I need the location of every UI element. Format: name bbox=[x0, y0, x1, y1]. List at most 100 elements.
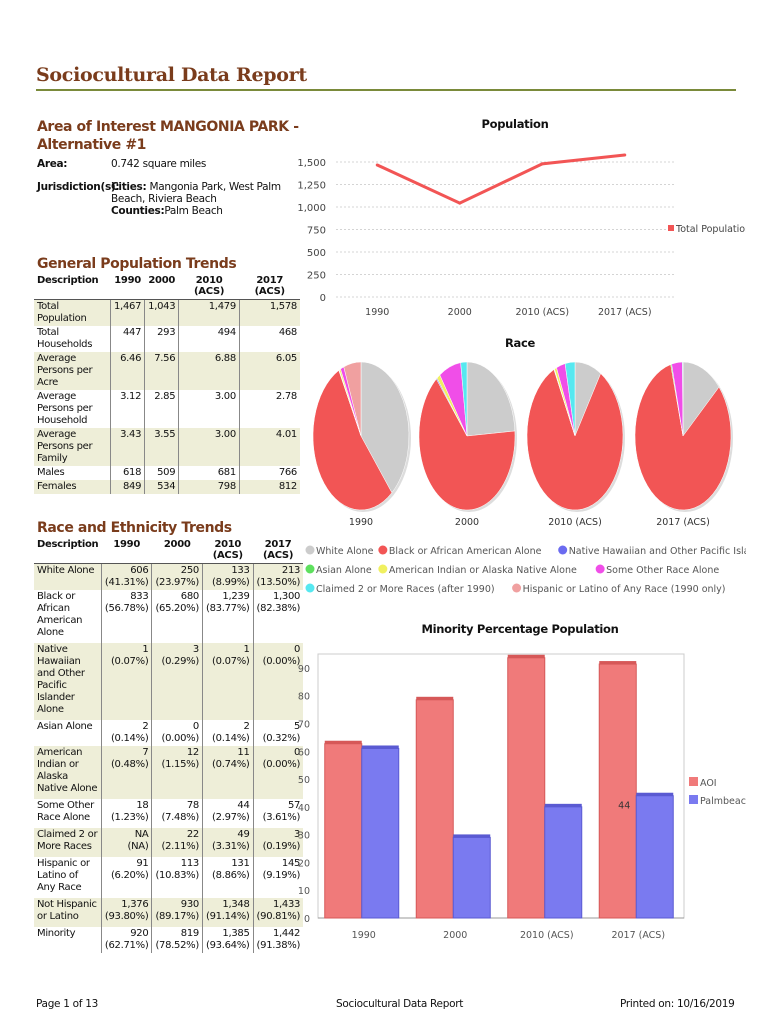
bar-top bbox=[636, 792, 674, 796]
cell-value: 18 (1.23%) bbox=[100, 799, 152, 828]
legend-swatch bbox=[689, 777, 698, 786]
y-tick-label: 0 bbox=[320, 293, 326, 304]
pie-slice bbox=[312, 369, 393, 511]
cell-value: 49 (3.31%) bbox=[201, 828, 254, 857]
area-value: 0.742 square miles bbox=[111, 158, 207, 170]
cell-value: 7 (0.48%) bbox=[100, 746, 152, 799]
legend-swatch bbox=[305, 564, 315, 574]
row-label: Hispanic or Latino of Any Race bbox=[37, 858, 90, 893]
table-row: Females 849 534 798 812 bbox=[34, 480, 300, 494]
cell-value: 3 (0.29%) bbox=[151, 643, 203, 720]
column-header: 2010 (ACS) bbox=[202, 537, 254, 564]
legend-swatch bbox=[512, 583, 522, 593]
table-row: Native Hawaiian and Other Pacific Island… bbox=[34, 643, 304, 720]
legend-label: Palmbeach bbox=[700, 796, 746, 807]
cell-value: 113 (10.83%) bbox=[151, 857, 203, 898]
cell-value: 494 bbox=[178, 326, 240, 352]
cell-value: 1,043 bbox=[144, 299, 179, 326]
x-tick-label: 2010 (ACS) bbox=[520, 930, 574, 941]
column-header: 2017 (ACS) bbox=[253, 537, 304, 564]
row-label: White Alone bbox=[34, 563, 102, 590]
cell-value: 5 (0.32%) bbox=[252, 720, 304, 746]
cell-value: 3.00 bbox=[178, 428, 240, 466]
cell-value: 6.05 bbox=[238, 352, 300, 390]
race-ethnicity-table: Description 1990 2000 2010 (ACS) 2017 (ACS) … bbox=[34, 537, 304, 953]
cell-value: 293 bbox=[144, 326, 179, 352]
column-header: Description bbox=[34, 273, 111, 300]
cell-value: 0 (0.00%) bbox=[151, 720, 203, 746]
x-tick-label: 2000 bbox=[448, 307, 472, 318]
table-row: Total Households 447 293 494 468 bbox=[34, 326, 300, 352]
population-point bbox=[540, 162, 544, 166]
legend-swatch bbox=[558, 545, 568, 555]
y-tick-label: 70 bbox=[298, 719, 310, 730]
pie-slice bbox=[418, 378, 516, 511]
x-tick-label: 1990 bbox=[365, 307, 389, 318]
column-header: 2010 (ACS) bbox=[178, 273, 240, 300]
pie-slice bbox=[634, 364, 732, 511]
cell-value: 833 (56.78%) bbox=[100, 590, 152, 643]
table-row: Not Hispanic or Latino 1,376 (93.80%) 930 (8… bbox=[34, 898, 304, 927]
legend-label: Native Hawaiian and Other Pacific Island… bbox=[569, 546, 746, 557]
cell-value: 1,300 (82.38%) bbox=[252, 590, 304, 643]
legend-label: American Indian or Alaska Native Alone bbox=[389, 565, 577, 576]
footer-printed-date: Printed on: 10/16/2019 bbox=[620, 998, 735, 1010]
cell-value: 849 bbox=[109, 480, 145, 494]
minority-bar-chart: 0 10 20 30 40 50 60 70 80 90 1990 2000 2010 (ACS) 201… bbox=[298, 653, 746, 941]
row-label: American Indian or Alaska Native Alone bbox=[34, 746, 102, 799]
bar-palmbeach bbox=[635, 795, 674, 919]
legend-label: AOI bbox=[700, 778, 717, 789]
row-label: Claimed 2 or More Races bbox=[34, 828, 102, 857]
cell-value: 22 (2.11%) bbox=[151, 828, 203, 857]
table-row: Average Persons per Acre 6.46 7.56 6.88 6.05 bbox=[34, 352, 300, 390]
table-row: Hispanic or Latino of Any Race 91 (6.20%) 1… bbox=[34, 857, 304, 898]
x-tick-label: 1990 bbox=[352, 930, 376, 941]
y-tick-label: 250 bbox=[307, 271, 326, 282]
pie-label: 2010 (ACS) bbox=[548, 517, 602, 528]
legend-swatch bbox=[305, 583, 315, 593]
cell-value: 1,578 bbox=[238, 299, 300, 326]
pie-slice bbox=[343, 361, 362, 437]
population-line-chart: 0 250 500 750 1,000 1,250 1,500 1990 2000 2010 (A… bbox=[297, 153, 746, 318]
cell-value: 3.55 bbox=[144, 428, 179, 466]
table-row: Average Persons per Family 3.43 3.55 3.00 4.… bbox=[34, 428, 300, 466]
legend-swatch bbox=[378, 545, 388, 555]
cell-value: NA (NA) bbox=[100, 828, 152, 857]
legend-label: Hispanic or Latino of Any Race (1990 onl… bbox=[523, 584, 726, 595]
cell-value: 509 bbox=[144, 466, 179, 480]
population-point bbox=[375, 163, 379, 167]
table-row: Claimed 2 or More Races NA (NA) 22 (2.11%) 49… bbox=[34, 828, 304, 857]
cell-value: 250 (23.97%) bbox=[151, 563, 203, 590]
race-ethnicity-heading: Race and Ethnicity Trends bbox=[37, 520, 232, 536]
row-label: Black or African American Alone bbox=[37, 591, 83, 638]
cell-value: 1,433 (90.81%) bbox=[252, 898, 304, 927]
legend-label: Asian Alone bbox=[316, 565, 372, 576]
cell-value: 3.43 bbox=[109, 428, 145, 466]
y-tick-label: 1,000 bbox=[297, 203, 326, 214]
y-tick-label: 750 bbox=[307, 226, 326, 237]
cell-value: 447 bbox=[109, 326, 145, 352]
cell-value: 131 (8.86%) bbox=[201, 857, 254, 898]
row-label: Total Households bbox=[37, 327, 93, 350]
y-tick-label: 0 bbox=[304, 914, 310, 925]
table-row: Asian Alone 2 (0.14%) 0 (0.00%) 2 (0.14%) 5 (0.3… bbox=[34, 720, 304, 746]
bar-top bbox=[599, 661, 637, 665]
bar-top bbox=[416, 696, 454, 700]
cell-value: 606 (41.31%) bbox=[100, 563, 152, 590]
row-label: Average Persons per Acre bbox=[34, 352, 111, 390]
y-tick-label: 20 bbox=[298, 858, 310, 869]
bar-top bbox=[544, 803, 582, 807]
population-point bbox=[623, 153, 627, 157]
table-row: White Alone 606 (41.31%) 250 (23.97%) 133 (8.9… bbox=[34, 563, 304, 590]
population-series-line bbox=[376, 153, 625, 205]
cell-value: 213 (13.50%) bbox=[252, 563, 304, 590]
cell-value: 7.56 bbox=[144, 352, 179, 390]
pie-slice bbox=[564, 361, 576, 437]
pie-label: 2000 bbox=[455, 517, 479, 528]
column-header: 1990 bbox=[101, 537, 152, 564]
pie-slice bbox=[360, 361, 410, 494]
row-label: Average Persons per Household bbox=[37, 391, 93, 426]
cell-value: 1,239 (83.77%) bbox=[201, 590, 254, 643]
area-label: Area: bbox=[37, 158, 68, 170]
cell-value: 4.01 bbox=[238, 428, 300, 466]
